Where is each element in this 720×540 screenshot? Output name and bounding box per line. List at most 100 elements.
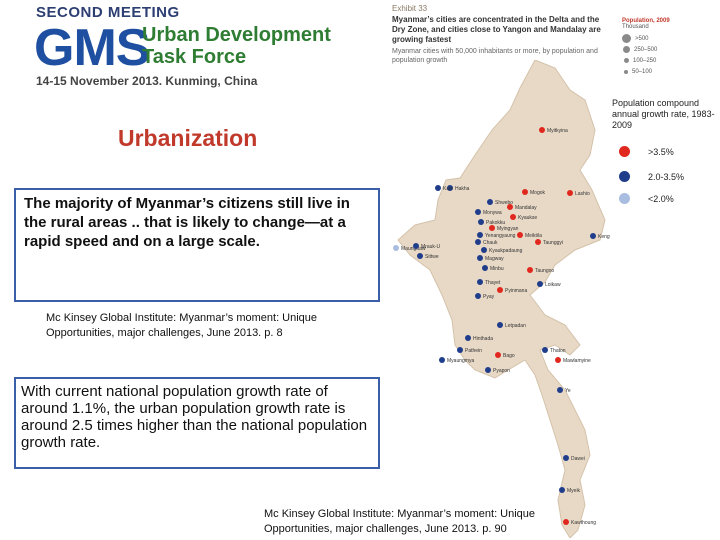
city-dot (497, 287, 503, 293)
citation-2: Mc Kinsey Global Institute: Myanmar’s mo… (264, 508, 536, 535)
city-dot (477, 255, 483, 261)
city-dot (559, 487, 565, 493)
city-label: Lashio (575, 191, 590, 197)
citation-1: Mc Kinsey Global Institute: Myanmar’s mo… (46, 312, 318, 339)
growth-legend-item-high (619, 146, 630, 157)
city-label: Loikaw (545, 282, 561, 288)
city-label: Myitkyina (547, 128, 568, 134)
city-label: Dawei (571, 456, 585, 462)
city-dot (457, 347, 463, 353)
circle-icon (619, 193, 630, 204)
city-dot (567, 190, 573, 196)
city-label: Pathein (465, 348, 482, 354)
population-legend-item: 50–100 (622, 66, 670, 77)
city-label: Ye (565, 388, 571, 394)
city-dot (478, 219, 484, 225)
city-dot (482, 265, 488, 271)
city-dot (413, 243, 419, 249)
city-label: Myaungmya (447, 358, 474, 364)
rural-majority-box (14, 188, 380, 302)
city-label: Myingyan (497, 226, 519, 232)
city-dot (439, 357, 445, 363)
city-label: Magway (485, 256, 504, 262)
city-dot (527, 267, 533, 273)
city-label: Shwebo (495, 200, 513, 206)
city-label: Sittwe (425, 254, 439, 260)
city-label: Pyay (483, 294, 495, 300)
meeting-date: 14-15 November 2013. Kunming, China (36, 74, 258, 88)
city-dot (481, 247, 487, 253)
city-dot (447, 185, 453, 191)
city-label: Mandalay (515, 205, 537, 211)
city-dot (563, 455, 569, 461)
city-dot (475, 293, 481, 299)
city-dot (563, 519, 569, 525)
city-label: Hinthada (473, 336, 493, 342)
city-dot (557, 387, 563, 393)
city-dot (539, 127, 545, 133)
city-label: Mawlamyine (563, 358, 591, 364)
task-force-title: Urban Development Task Force (142, 24, 331, 68)
population-legend-unit: Thousand (622, 24, 649, 30)
exhibit-title: Myanmar’s cities are concentrated in the… (392, 15, 601, 44)
city-dot (517, 232, 523, 238)
city-dot (542, 347, 548, 353)
task-force-line1: Urban Development (142, 24, 331, 46)
city-label: Pyapon (493, 368, 510, 374)
city-dot (497, 322, 503, 328)
city-label: Mogok (530, 190, 546, 196)
city-label: Kyaukse (518, 215, 537, 221)
exhibit-subtitle: Myanmar cities with 50,000 inhabitants o… (392, 48, 598, 64)
city-label: Mrauk-U (421, 244, 441, 250)
city-dot (487, 199, 493, 205)
rural-majority-text: The majority of Myanmar’s citizens still… (24, 195, 350, 250)
city-dot (590, 233, 596, 239)
city-label: Chauk (483, 240, 498, 246)
growth-legend-label-low: <2.0% (648, 194, 674, 204)
circle-icon (624, 58, 629, 63)
myanmar-land (397, 60, 606, 538)
myanmar-map: Myitkyina Hakha Lashio Kale Mogok ShweboManda… (393, 60, 610, 538)
city-label: Letpadan (505, 323, 526, 329)
city-dot (495, 352, 501, 358)
city-dot (485, 367, 491, 373)
population-legend: Population, 2009 Thousand >500 250–500 1… (622, 18, 670, 77)
city-dot (555, 357, 561, 363)
city-dot (435, 185, 441, 191)
city-dot (535, 239, 541, 245)
city-dot (477, 279, 483, 285)
city-dot (510, 214, 516, 220)
growth-legend-label-mid: 2.0-3.5% (648, 172, 685, 182)
city-label: Yenangyaung (485, 233, 516, 239)
circle-icon (622, 34, 631, 43)
population-legend-item: 250–500 (622, 44, 670, 55)
exhibit-label: Exhibit 33 (392, 4, 428, 13)
city-dot (489, 225, 495, 231)
city-label: Kale (443, 186, 453, 192)
city-dot (522, 189, 528, 195)
city-dot (507, 204, 513, 210)
city-dot (475, 239, 481, 245)
city-dot (475, 209, 481, 215)
city-label: Monywa (483, 210, 502, 216)
city-label: Kengtung (598, 234, 610, 240)
growth-legend-item-mid (619, 171, 630, 182)
city-label: Thayet (485, 280, 501, 286)
city-label: Myeik (567, 488, 581, 494)
city-label: Taunggyi (543, 240, 563, 246)
growth-rate-text: With current national population growth … (21, 383, 368, 451)
city-label: Kawthoung (571, 520, 596, 526)
circle-icon (619, 171, 630, 182)
city-label: Thaton (550, 348, 566, 354)
city-label: Pakokku (486, 220, 505, 226)
city-label: Hakha (455, 186, 470, 192)
city-dot (477, 232, 483, 238)
population-legend-item: >500 (622, 33, 670, 44)
circle-icon (623, 46, 630, 53)
section-title: Urbanization (118, 125, 258, 151)
city-dot (417, 253, 423, 259)
growth-legend-item-low (619, 193, 630, 204)
city-dot (537, 281, 543, 287)
city-label: Bago (503, 353, 515, 359)
city-label: Pyinmana (505, 288, 527, 294)
